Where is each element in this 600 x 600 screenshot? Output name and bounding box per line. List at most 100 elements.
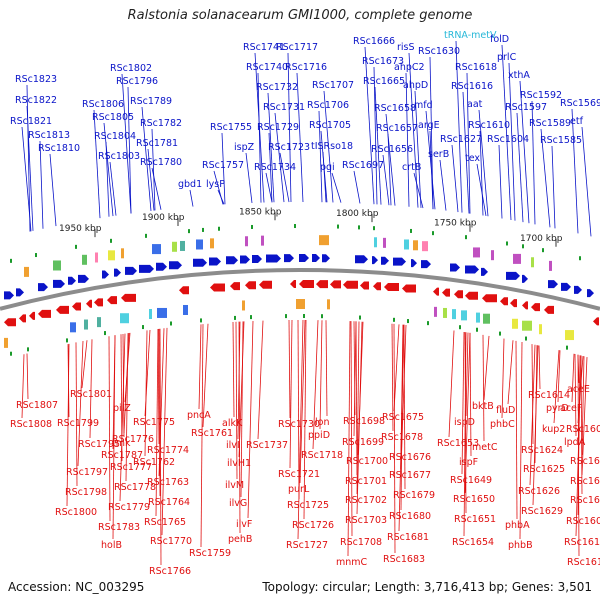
gc-marker (66, 338, 68, 343)
gene-label-rsc1741: RSc1741 (243, 42, 285, 53)
leader-line (238, 321, 241, 534)
reverse-gene-arrow (210, 283, 225, 292)
gene-label-rsc1677: RSc1677 (389, 470, 431, 481)
gene-label-rsc1717: RSc1717 (276, 42, 318, 53)
gene-label-rsc1805: RSc1805 (92, 112, 134, 123)
gene-label-rsc1589: RSc1589 (529, 118, 571, 129)
reverse-cog-block (512, 318, 518, 329)
reverse-gene-arrow (343, 280, 358, 289)
gene-label-rsc1651: RSc1651 (454, 514, 496, 525)
gene-label-bktb: bktB (472, 401, 494, 412)
gene-label-rsc1762: RSc1762 (133, 457, 175, 468)
leader-line (515, 340, 518, 520)
leader-line (105, 141, 110, 217)
leader-line (303, 320, 307, 520)
gene-label-rsc1609: RSc1609 (566, 516, 600, 527)
gene-label-rsc1781: RSc1781 (136, 138, 178, 149)
gene-label-rsc1802: RSc1802 (110, 63, 152, 74)
gc-marker (75, 244, 77, 249)
leader-line (448, 330, 455, 438)
leader-line (463, 332, 467, 537)
reverse-cog-block (84, 319, 88, 330)
gene-label-holb: holB (101, 540, 122, 551)
gc-marker (432, 231, 434, 236)
gc-marker (251, 224, 253, 229)
leader-line (289, 320, 293, 469)
gene-label-ispf: ispF (459, 457, 478, 468)
leader-line (274, 112, 285, 203)
gene-label-rsc1807: RSc1807 (16, 400, 58, 411)
forward-gene-arrow (465, 265, 479, 274)
gc-marker (566, 345, 568, 350)
gene-tracks (4, 224, 599, 356)
gene-label-rsc1737: RSc1737 (246, 440, 288, 451)
gc-marker (542, 248, 544, 253)
gene-label-rsc1822: RSc1822 (15, 95, 57, 106)
gene-label-rsc1789: RSc1789 (130, 96, 172, 107)
scale-ticks: 1950 kbp 1900 kbp 1850 kbp 1800 kbp 1750 kbp… (59, 207, 563, 247)
forward-gene-arrow (4, 291, 14, 300)
gc-marker (142, 325, 144, 330)
gene-label-rsc1730: RSc1730 (278, 419, 320, 430)
reverse-gene-arrow (4, 318, 16, 327)
reverse-cog-block (483, 313, 490, 324)
gc-marker (359, 315, 361, 320)
gene-label-pgi: pgi (320, 162, 335, 173)
forward-cog-block (82, 254, 87, 265)
leader-line (479, 130, 484, 216)
reverse-gene-arrow (384, 283, 399, 292)
forward-cog-block (319, 235, 329, 246)
gene-label-rsc1797: RSc1797 (66, 467, 108, 478)
leader-line (405, 72, 410, 207)
gene-label-rsc1801: RSc1801 (70, 389, 112, 400)
leader-line (478, 109, 489, 217)
gene-label-mfd: mfd (414, 100, 433, 111)
leader-line (355, 321, 358, 476)
reverse-gene-arrow (500, 297, 508, 306)
leader-line (93, 109, 101, 219)
forward-gene-arrow (561, 282, 571, 291)
gene-label-alkk: alkK (222, 418, 243, 429)
gene-label-rsc1610: RSc1610 (468, 120, 510, 131)
reverse-gene-arrow (19, 314, 26, 323)
gene-label-rsc1679: RSc1679 (393, 490, 435, 501)
gc-marker (525, 336, 527, 341)
gene-label-rsc1700: RSc1700 (346, 456, 388, 467)
reverse-gene-arrow (121, 293, 136, 302)
leader-line (312, 320, 319, 450)
forward-cog-block (383, 237, 386, 248)
gene-label-rsc1804: RSc1804 (94, 131, 136, 142)
leader-line (232, 321, 235, 418)
gene-label-rsc1763: RSc1763 (147, 477, 189, 488)
forward-gene-arrow (53, 279, 65, 288)
gene-label-rsc1592: RSc1592 (520, 90, 562, 101)
forward-gene-arrow (209, 257, 221, 266)
gene-label-rsc1705: RSc1705 (309, 120, 351, 131)
leader-line (325, 320, 328, 417)
scale-tick-label: 1900 kbp (142, 213, 185, 223)
leader-line (466, 72, 471, 214)
forward-gene-arrow (252, 254, 262, 263)
gene-label-rsc1676: RSc1676 (389, 452, 431, 463)
leader-line (519, 342, 523, 540)
gene-label-rsc1778: RSc1778 (114, 482, 156, 493)
gene-label-gbd1: gbd1 (178, 179, 202, 190)
leader-line (393, 324, 400, 412)
leader-line (385, 113, 396, 206)
scale-tick-label: 1850 kbp (239, 207, 282, 217)
forward-gene-arrow (68, 276, 76, 285)
gene-label-prlc: prlC (497, 52, 517, 63)
gene-label-rsc1625: RSc1625 (523, 464, 565, 475)
reverse-cog-block (120, 313, 129, 324)
leader-line (49, 153, 57, 227)
gene-label-rsc1701: RSc1701 (345, 476, 387, 487)
leader-line (551, 145, 556, 229)
genome-arcs (0, 268, 600, 311)
reverse-cog-block (461, 310, 467, 321)
leader-line (296, 72, 304, 203)
leader-line (221, 132, 226, 205)
reverse-gene-arrow (433, 287, 439, 296)
gene-label-rsc1732: RSc1732 (256, 82, 298, 93)
gene-label-rsc1673: RSc1673 (362, 56, 404, 67)
forward-gene-arrow (38, 283, 48, 292)
